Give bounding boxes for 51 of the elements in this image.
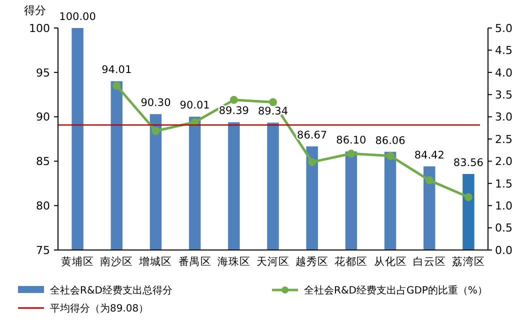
y2-tick-label: 2.0 — [495, 155, 512, 168]
y2-tick-label: 5.0 — [495, 22, 512, 35]
data-label: 84.42 — [414, 149, 444, 162]
point — [152, 127, 160, 136]
x-tick-label: 黄埔区 — [61, 255, 94, 268]
data-label: 90.30 — [140, 97, 171, 110]
point — [269, 98, 277, 106]
y2-tick-label: 2.5 — [495, 132, 512, 146]
point — [112, 82, 121, 90]
point — [308, 158, 316, 166]
data-label: 89.39 — [218, 105, 249, 118]
data-label: 86.10 — [336, 134, 366, 146]
x-tick-label: 从化区 — [374, 255, 407, 268]
x-tick-label: 南沙区 — [100, 255, 134, 268]
y2-tick-label: 1.0 — [495, 199, 512, 212]
y-tick-label: 100 — [29, 22, 50, 35]
legend-label: 全社会R&D经费支出占GDP的比重（%） — [304, 284, 488, 296]
point — [347, 150, 356, 158]
x-tick-label: 海珠区 — [217, 255, 250, 268]
x-tick-label: 越秀区 — [296, 255, 329, 268]
y2-tick-label: 3.0 — [495, 110, 512, 124]
x-tick-label: 白云区 — [412, 256, 446, 268]
y2-tick-label: 4.0 — [495, 66, 512, 80]
y2-tick-label: 3.5 — [495, 88, 512, 102]
point — [464, 193, 472, 202]
data-label: 94.01 — [102, 64, 132, 76]
y2-tick-label: 1.5 — [495, 177, 512, 190]
y-tick-label: 90 — [36, 110, 50, 124]
y2-tick-label: 4.5 — [495, 44, 512, 58]
x-tick-label: 增城区 — [138, 255, 172, 268]
data-label: 86.67 — [297, 129, 328, 142]
data-label: 100.00 — [59, 11, 96, 23]
point — [230, 96, 238, 104]
y-tick-label: 75 — [36, 244, 50, 257]
x-tick-label: 荔湾区 — [452, 255, 485, 268]
legend-label: 平均得分（为89.08） — [50, 302, 149, 314]
y-tick-label: 80 — [36, 199, 50, 212]
y-tick-label: 85 — [36, 155, 50, 168]
data-label: 83.56 — [453, 156, 484, 169]
legend-label: 全社会R&D经费支出总得分 — [50, 284, 172, 296]
data-label: 86.06 — [375, 134, 406, 147]
y-axis-title: 得分 — [24, 4, 46, 17]
point — [386, 152, 394, 160]
x-tick-label: 花都区 — [334, 255, 368, 268]
data-label: 90.01 — [180, 100, 210, 112]
y2-tick-label: 0.5 — [495, 222, 512, 235]
x-tick-label: 番禺区 — [178, 255, 212, 268]
y2-tick-label: 0.0 — [495, 244, 512, 257]
y-tick-label: 95 — [36, 66, 50, 80]
point — [425, 176, 434, 184]
x-tick-label: 天河区 — [256, 256, 290, 268]
